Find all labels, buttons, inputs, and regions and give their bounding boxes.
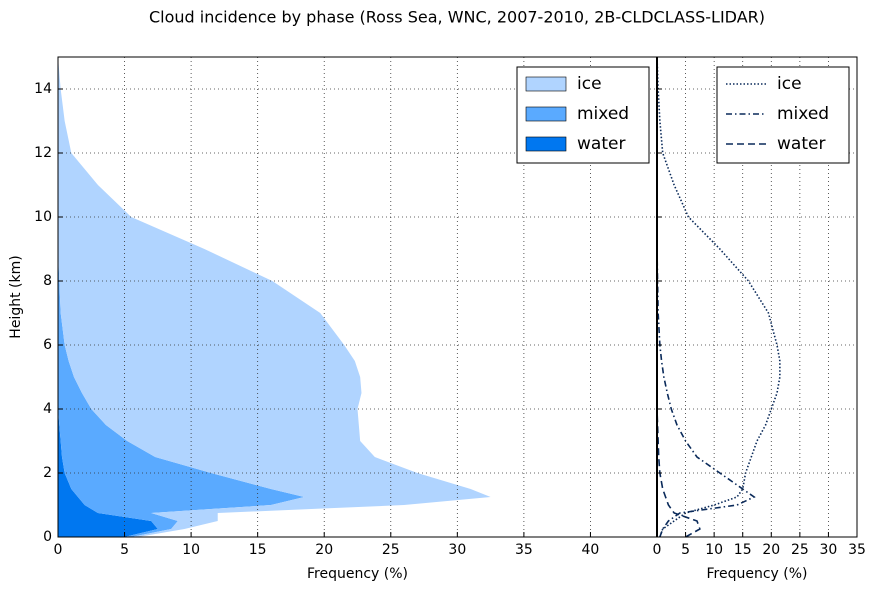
x-tick-label: 35 [848, 542, 866, 558]
y-tick-label: 4 [43, 401, 52, 417]
legend-label: ice [777, 74, 802, 94]
y-tick-label: 0 [43, 529, 52, 545]
x-tick-label: 30 [448, 542, 466, 558]
area [58, 57, 305, 537]
legend-box [716, 66, 850, 164]
chart-title: Cloud incidence by phase (Ross Sea, WNC,… [149, 8, 765, 27]
x-tick-label: 10 [705, 542, 723, 558]
x-axis-label: Frequency (%) [706, 566, 807, 582]
legend-label: water [577, 134, 625, 154]
legend-label: mixed [777, 104, 829, 124]
x-tick-label: 20 [762, 542, 780, 558]
legend-label: mixed [577, 104, 629, 124]
x-tick-label: 20 [315, 542, 333, 558]
x-tick-label: 10 [182, 542, 200, 558]
x-tick-label: 35 [515, 542, 533, 558]
x-tick-label: 40 [582, 542, 600, 558]
area [58, 57, 491, 537]
x-tick-label: 5 [120, 542, 129, 558]
y-tick-label: 6 [43, 337, 52, 353]
legend-swatch [525, 136, 567, 152]
x-tick-label: 0 [653, 542, 662, 558]
legend-swatch [525, 76, 567, 92]
y-tick-label: 12 [34, 145, 52, 161]
y-tick-label: 2 [43, 465, 52, 481]
legend-label: ice [577, 74, 602, 94]
x-tick-label: 15 [249, 542, 267, 558]
y-tick-label: 8 [43, 273, 52, 289]
y-axis-label: Height (km) [8, 255, 24, 338]
x-tick-label: 25 [382, 542, 400, 558]
area [58, 57, 158, 537]
y-tick-label: 10 [34, 209, 52, 225]
line [656, 56, 781, 538]
line [656, 57, 701, 538]
legend-label: water [777, 134, 825, 154]
y-tick-label: 14 [34, 81, 52, 97]
x-tick-label: 15 [734, 542, 752, 558]
x-tick-label: 30 [820, 542, 838, 558]
x-tick-label: 25 [791, 542, 809, 558]
x-axis-label: Frequency (%) [307, 566, 408, 582]
x-tick-label: 5 [681, 542, 690, 558]
x-tick-label: 0 [54, 542, 63, 558]
legend-swatch [525, 106, 567, 122]
